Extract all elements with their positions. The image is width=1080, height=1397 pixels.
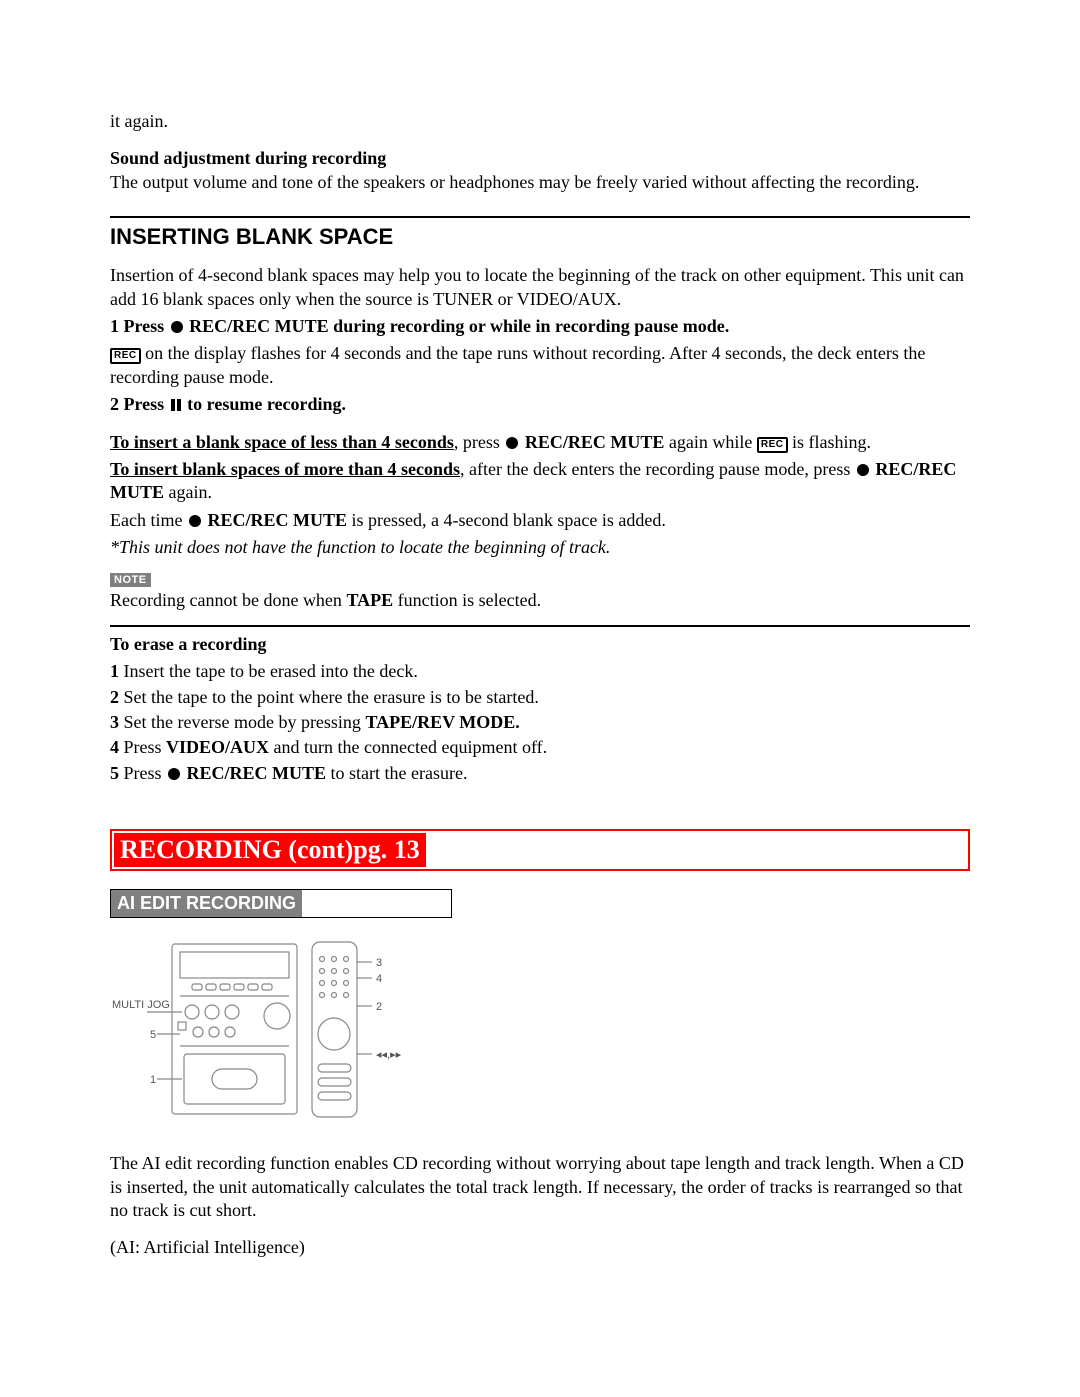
- note-star: *This unit does not have the function to…: [110, 536, 970, 559]
- s3c: TAPE/REV MODE.: [365, 712, 519, 732]
- s4c: VIDEO/AUX: [166, 737, 269, 757]
- erase-step3: 3 Set the reverse mode by pressing TAPE/…: [110, 711, 970, 734]
- more4-underline: To insert blank spaces of more than 4 se…: [110, 459, 460, 479]
- erase-step2: 2 Set the tape to the point where the er…: [110, 686, 970, 709]
- step1-body: on the display flashes for 4 seconds and…: [110, 343, 925, 386]
- s5d: to start the erasure.: [326, 763, 467, 783]
- each-line: Each time REC/REC MUTE is pressed, a 4-s…: [110, 509, 970, 532]
- s5n: 5: [110, 763, 119, 783]
- less4-b: REC/REC MUTE: [520, 432, 664, 452]
- each-c: is pressed, a 4-second blank space is ad…: [347, 510, 666, 530]
- erase-step1: 1 Insert the tape to be erased into the …: [110, 660, 970, 683]
- ai-footnote: (AI: Artificial Intelligence): [110, 1236, 970, 1259]
- erase-step4: 4 Press VIDEO/AUX and turn the connected…: [110, 736, 970, 759]
- inserting-step2: 2 Press to resume recording.: [110, 393, 970, 416]
- less4-d: is flashing.: [788, 432, 872, 452]
- s1t: Insert the tape to be erased into the de…: [119, 661, 418, 681]
- more4-c: again.: [164, 482, 212, 502]
- s5c: REC/REC MUTE: [182, 763, 326, 783]
- s4t: Press: [119, 737, 166, 757]
- rec-dot-icon: [857, 464, 869, 476]
- rec-dot-icon: [506, 437, 518, 449]
- recording-cont-text: RECORDING (cont)pg. 13: [114, 833, 426, 867]
- inserting-step1: 1 Press REC/REC MUTE during recording or…: [110, 315, 970, 338]
- ai-body: The AI edit recording function enables C…: [110, 1152, 970, 1222]
- note-body-a: Recording cannot be done when: [110, 590, 346, 610]
- each-a: Each time: [110, 510, 187, 530]
- page: it again. Sound adjustment during record…: [0, 0, 1080, 1324]
- note-body: Recording cannot be done when TAPE funct…: [110, 589, 970, 612]
- s4n: 4: [110, 737, 119, 757]
- sound-adjust-heading: Sound adjustment during recording: [110, 148, 386, 168]
- intro-fragment: it again.: [110, 110, 970, 133]
- s3t: Set the reverse mode by pressing: [119, 712, 365, 732]
- less4-line: To insert a blank space of less than 4 s…: [110, 431, 970, 454]
- note-body-b: TAPE: [346, 590, 393, 610]
- note-badge: NOTE: [110, 573, 151, 587]
- more4-line: To insert blank spaces of more than 4 se…: [110, 458, 970, 505]
- note-body-c: function is selected.: [393, 590, 541, 610]
- diagram-label-1: 1: [150, 1074, 156, 1086]
- diagram-label-5: 5: [150, 1029, 156, 1041]
- pause-icon: [171, 399, 181, 411]
- erase-step5: 5 Press REC/REC MUTE to start the erasur…: [110, 762, 970, 785]
- s3n: 3: [110, 712, 119, 732]
- less4-c: again while: [664, 432, 756, 452]
- section-rule: [110, 216, 970, 218]
- diagram-label-multijog: MULTI JOG: [112, 999, 170, 1011]
- rec-dot-icon: [189, 515, 201, 527]
- rec-badge-icon: REC: [757, 437, 788, 453]
- ai-edit-diagram: MULTI JOG 5 1 3 4 2 ◂◂,▸▸: [112, 934, 412, 1134]
- diagram-label-3: 3: [376, 957, 382, 969]
- diagram-label-4: 4: [376, 973, 382, 985]
- rec-badge-icon: REC: [110, 348, 141, 364]
- step2-rest: to resume recording.: [183, 394, 346, 414]
- inserting-title: INSERTING BLANK SPACE: [110, 224, 970, 250]
- sound-adjust-block: Sound adjustment during recording The ou…: [110, 147, 970, 194]
- ai-edit-banner: AI EDIT RECORDING: [110, 889, 452, 918]
- s2n: 2: [110, 687, 119, 707]
- each-b: REC/REC MUTE: [203, 510, 347, 530]
- less4-underline: To insert a blank space of less than 4 s…: [110, 432, 454, 452]
- sound-adjust-body: The output volume and tone of the speake…: [110, 172, 919, 192]
- step1-prefix: 1 Press: [110, 316, 169, 336]
- more4-a: , after the deck enters the recording pa…: [460, 459, 855, 479]
- rec-dot-icon: [168, 768, 180, 780]
- inserting-step1-body: REC on the display flashes for 4 seconds…: [110, 342, 970, 389]
- erase-heading: To erase a recording: [110, 633, 970, 656]
- section-rule: [110, 625, 970, 627]
- step1-rest: REC/REC MUTE during recording or while i…: [185, 316, 730, 336]
- diagram-label-rewff: ◂◂,▸▸: [376, 1049, 402, 1061]
- less4-a: , press: [454, 432, 505, 452]
- inserting-intro: Insertion of 4-second blank spaces may h…: [110, 264, 970, 311]
- ai-edit-title: AI EDIT RECORDING: [111, 890, 302, 917]
- rec-dot-icon: [171, 321, 183, 333]
- s1n: 1: [110, 661, 119, 681]
- step2-prefix: 2 Press: [110, 394, 169, 414]
- s4d: and turn the connected equipment off.: [269, 737, 547, 757]
- diagram-label-2: 2: [376, 1001, 382, 1013]
- s2t: Set the tape to the point where the eras…: [119, 687, 539, 707]
- s5t: Press: [119, 763, 166, 783]
- recording-cont-banner: RECORDING (cont)pg. 13: [110, 829, 970, 871]
